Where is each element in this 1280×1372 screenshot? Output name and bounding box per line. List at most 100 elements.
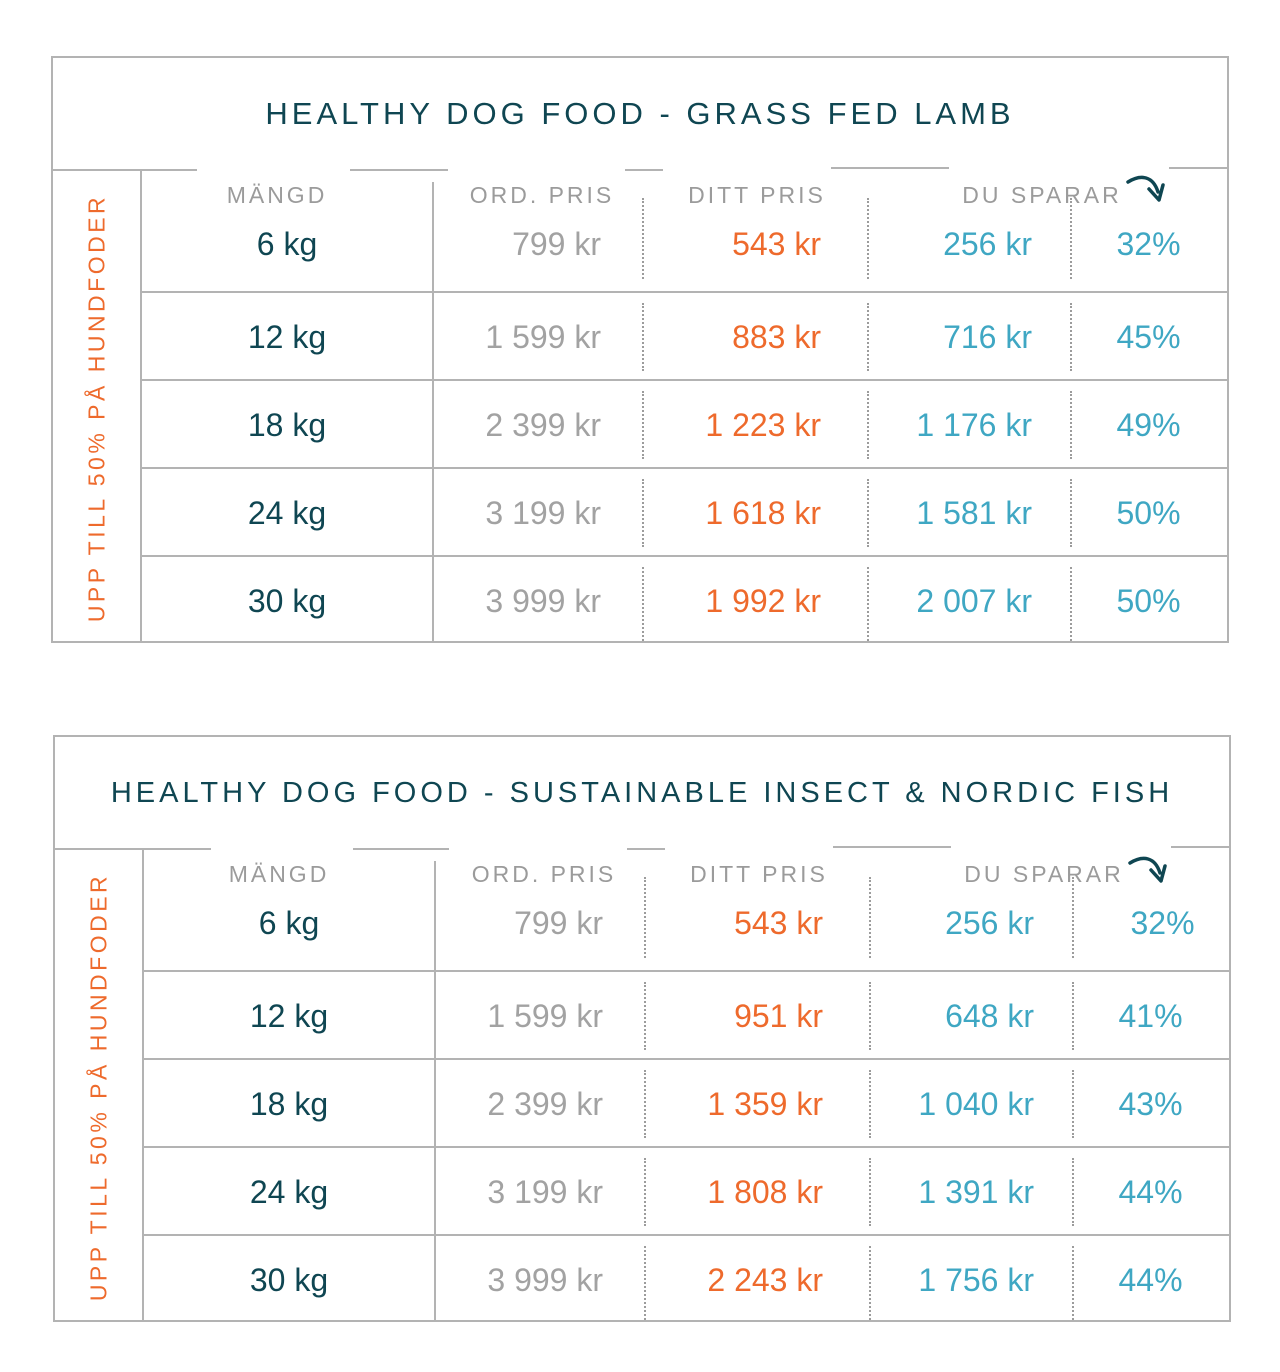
- savings-percent-cell: 49%: [1116, 406, 1181, 443]
- table-row: 18 kg 2 399 kr 1 359 kr 1 040 kr 43%: [144, 1058, 1229, 1148]
- table-row: 18 kg 2 399 kr 1 223 kr 1 176 kr 49%: [142, 379, 1227, 469]
- qty-cell: 24 kg: [249, 1173, 329, 1210]
- savings-cell: 648 kr: [945, 997, 1034, 1034]
- curved-arrow-icon: [1126, 175, 1165, 202]
- your-price-cell: 543 kr: [732, 226, 821, 262]
- divider: [627, 848, 665, 850]
- your-price-cell: 1 359 kr: [707, 1085, 823, 1122]
- dotted-divider: [642, 567, 644, 641]
- table-row: 12 kg 1 599 kr 951 kr 648 kr 41%: [144, 970, 1229, 1060]
- header-your-price: DITT PRIS: [690, 860, 828, 887]
- savings-percent-cell: 45%: [1116, 318, 1181, 355]
- column-divider: [432, 182, 434, 641]
- column-header-row: MÄNGD ORD. PRIS DITT PRIS DU SPARAR: [142, 170, 1227, 220]
- dotted-divider: [1070, 479, 1072, 547]
- price-table-insect-fish: HEALTHY DOG FOOD - SUSTAINABLE INSECT & …: [53, 735, 1231, 1322]
- dotted-divider: [869, 1158, 871, 1226]
- savings-percent-cell: 50%: [1116, 582, 1181, 619]
- dotted-divider: [867, 198, 869, 279]
- divider: [1169, 167, 1227, 169]
- header-qty: MÄNGD: [226, 181, 328, 208]
- savings-cell: 1 176 kr: [916, 406, 1032, 443]
- ord-price-cell: 2 399 kr: [487, 1085, 603, 1122]
- your-price-cell: 951 kr: [734, 997, 823, 1034]
- qty-cell: 18 kg: [249, 1085, 329, 1122]
- dotted-divider: [642, 479, 644, 547]
- ord-price-cell: 799 kr: [514, 905, 603, 941]
- side-promo-label: UPP TILL 50% PÅ HUNDFODER: [85, 872, 112, 1302]
- dotted-divider: [642, 391, 644, 459]
- qty-cell: 18 kg: [247, 406, 327, 443]
- table-row: 30 kg 3 999 kr 1 992 kr 2 007 kr 50%: [142, 555, 1227, 645]
- savings-percent-cell: 41%: [1118, 997, 1183, 1034]
- divider: [353, 848, 449, 850]
- table-title-bar: HEALTHY DOG FOOD - GRASS FED LAMB: [53, 58, 1227, 170]
- dotted-divider: [644, 877, 646, 958]
- header-ord-price: ORD. PRIS: [471, 860, 617, 887]
- header-qty: MÄNGD: [228, 860, 330, 887]
- ord-price-cell: 3 999 kr: [485, 582, 601, 619]
- dotted-divider: [867, 567, 869, 641]
- your-price-cell: 543 kr: [734, 905, 823, 941]
- dotted-divider: [1072, 982, 1074, 1050]
- dotted-divider: [1072, 1246, 1074, 1320]
- dotted-divider: [642, 303, 644, 371]
- dotted-divider: [867, 303, 869, 371]
- your-price-cell: 2 243 kr: [707, 1261, 823, 1298]
- qty-cell: 30 kg: [249, 1261, 329, 1298]
- ord-price-cell: 1 599 kr: [485, 318, 601, 355]
- divider: [1171, 846, 1229, 848]
- column-divider: [434, 861, 436, 1320]
- dotted-divider: [644, 1158, 646, 1226]
- savings-percent-cell: 43%: [1118, 1085, 1183, 1122]
- savings-cell: 1 391 kr: [918, 1173, 1034, 1210]
- dotted-divider: [1072, 1070, 1074, 1138]
- savings-percent-cell: 32%: [1130, 905, 1195, 941]
- divider: [625, 169, 663, 171]
- side-column: UPP TILL 50% PÅ HUNDFODER: [55, 849, 144, 1320]
- divider: [350, 169, 448, 171]
- divider: [55, 848, 211, 850]
- table-title-bar: HEALTHY DOG FOOD - SUSTAINABLE INSECT & …: [55, 737, 1229, 849]
- dotted-divider: [1070, 567, 1072, 641]
- qty-cell: 12 kg: [247, 318, 327, 355]
- your-price-cell: 1 808 kr: [707, 1173, 823, 1210]
- dotted-divider: [644, 1070, 646, 1138]
- savings-cell: 2 007 kr: [916, 582, 1032, 619]
- dotted-divider: [644, 982, 646, 1050]
- qty-cell: 24 kg: [247, 494, 327, 531]
- dotted-divider: [869, 1070, 871, 1138]
- table-row: 24 kg 3 199 kr 1 618 kr 1 581 kr 50%: [142, 467, 1227, 557]
- header-you-save: DU SPARAR: [964, 860, 1124, 887]
- table-row: 6 kg 799 kr 543 kr 256 kr 32%: [144, 877, 1229, 970]
- divider: [831, 167, 949, 169]
- divider: [833, 846, 951, 848]
- qty-cell: 30 kg: [247, 582, 327, 619]
- table-row: 12 kg 1 599 kr 883 kr 716 kr 45%: [142, 291, 1227, 381]
- savings-cell: 1 581 kr: [916, 494, 1032, 531]
- dotted-divider: [1072, 1158, 1074, 1226]
- savings-percent-cell: 44%: [1118, 1261, 1183, 1298]
- column-header-row: MÄNGD ORD. PRIS DITT PRIS DU SPARAR: [144, 849, 1229, 899]
- ord-price-cell: 1 599 kr: [487, 997, 603, 1034]
- side-column: UPP TILL 50% PÅ HUNDFODER: [53, 170, 142, 641]
- your-price-cell: 1 618 kr: [705, 494, 821, 531]
- table-row: 30 kg 3 999 kr 2 243 kr 1 756 kr 44%: [144, 1234, 1229, 1324]
- table-row: 6 kg 799 kr 543 kr 256 kr 32%: [142, 198, 1227, 291]
- dotted-divider: [867, 479, 869, 547]
- savings-cell: 716 kr: [943, 318, 1032, 355]
- divider: [53, 169, 197, 171]
- curved-arrow-icon: [1128, 856, 1167, 883]
- qty-cell: 12 kg: [249, 997, 329, 1034]
- savings-percent-cell: 50%: [1116, 494, 1181, 531]
- header-ord-price: ORD. PRIS: [469, 181, 615, 208]
- savings-cell: 1 756 kr: [918, 1261, 1034, 1298]
- savings-percent-cell: 32%: [1116, 226, 1181, 262]
- side-promo-label: UPP TILL 50% PÅ HUNDFODER: [83, 193, 110, 623]
- dotted-divider: [1072, 877, 1074, 958]
- price-rows: 6 kg 799 kr 543 kr 256 kr 32% 12 kg 1 59…: [142, 198, 1227, 641]
- your-price-cell: 883 kr: [732, 318, 821, 355]
- ord-price-cell: 799 kr: [512, 226, 601, 262]
- your-price-cell: 1 223 kr: [705, 406, 821, 443]
- table-row: 24 kg 3 199 kr 1 808 kr 1 391 kr 44%: [144, 1146, 1229, 1236]
